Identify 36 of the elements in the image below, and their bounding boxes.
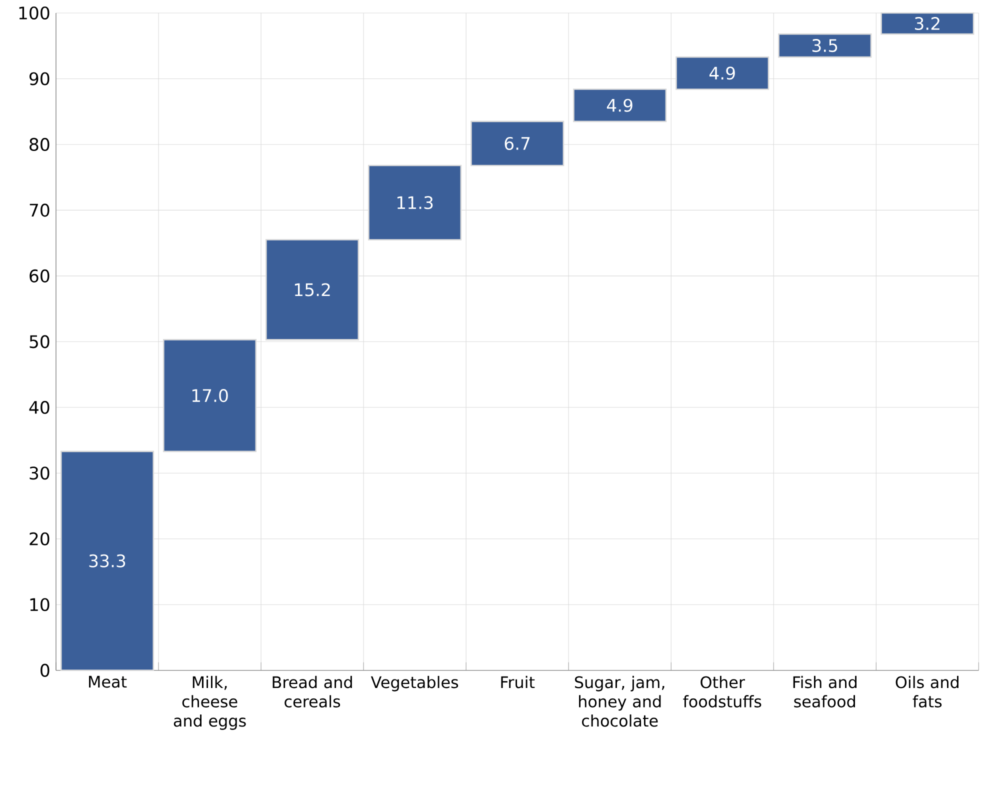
bar [778, 33, 872, 58]
y-tick-label: 20 [30, 532, 50, 546]
data-label: 4.9 [709, 66, 735, 80]
y-tick-label: 90 [30, 72, 50, 86]
data-label: 15.2 [294, 283, 330, 296]
bar [162, 339, 257, 452]
data-label: 6.7 [504, 136, 530, 150]
data-label: 11.3 [397, 196, 433, 210]
y-tick-label: 80 [30, 138, 50, 151]
data-label: 3.5 [812, 39, 838, 52]
data-label: 4.9 [606, 98, 632, 112]
x-tick-label: Oils and fats [896, 676, 958, 708]
x-tick-label: Sugar, jam, honey and chocolate [574, 676, 664, 727]
x-tick-label: Fish and seafood [793, 676, 857, 708]
x-tick-label: Other foodstuffs [683, 676, 762, 708]
x-tick-label: Milk, cheese and eggs [174, 676, 246, 730]
x-tick-label: Meat [89, 676, 127, 688]
y-tick-label: 70 [30, 204, 50, 217]
x-tick-label: Vegetables [370, 676, 458, 692]
y-tick-label: 60 [30, 269, 50, 282]
y-tick-label: 50 [30, 335, 50, 348]
x-tick-label: Bread and cereals [272, 676, 352, 708]
data-label: 3.2 [914, 16, 940, 30]
y-tick-label: 40 [29, 400, 50, 414]
bar [265, 239, 360, 340]
bar [368, 164, 462, 240]
y-tick-label: 100 [19, 6, 50, 20]
y-tick-label: 30 [30, 466, 50, 480]
data-label: 17.0 [192, 389, 228, 402]
data-label: 33.3 [89, 554, 126, 568]
y-tick-label: 10 [30, 598, 50, 612]
x-tick-label: Fruit [501, 676, 535, 688]
bar [573, 88, 667, 122]
y-tick-label: 0 [40, 664, 50, 677]
bar [676, 56, 770, 90]
bar [470, 120, 564, 166]
